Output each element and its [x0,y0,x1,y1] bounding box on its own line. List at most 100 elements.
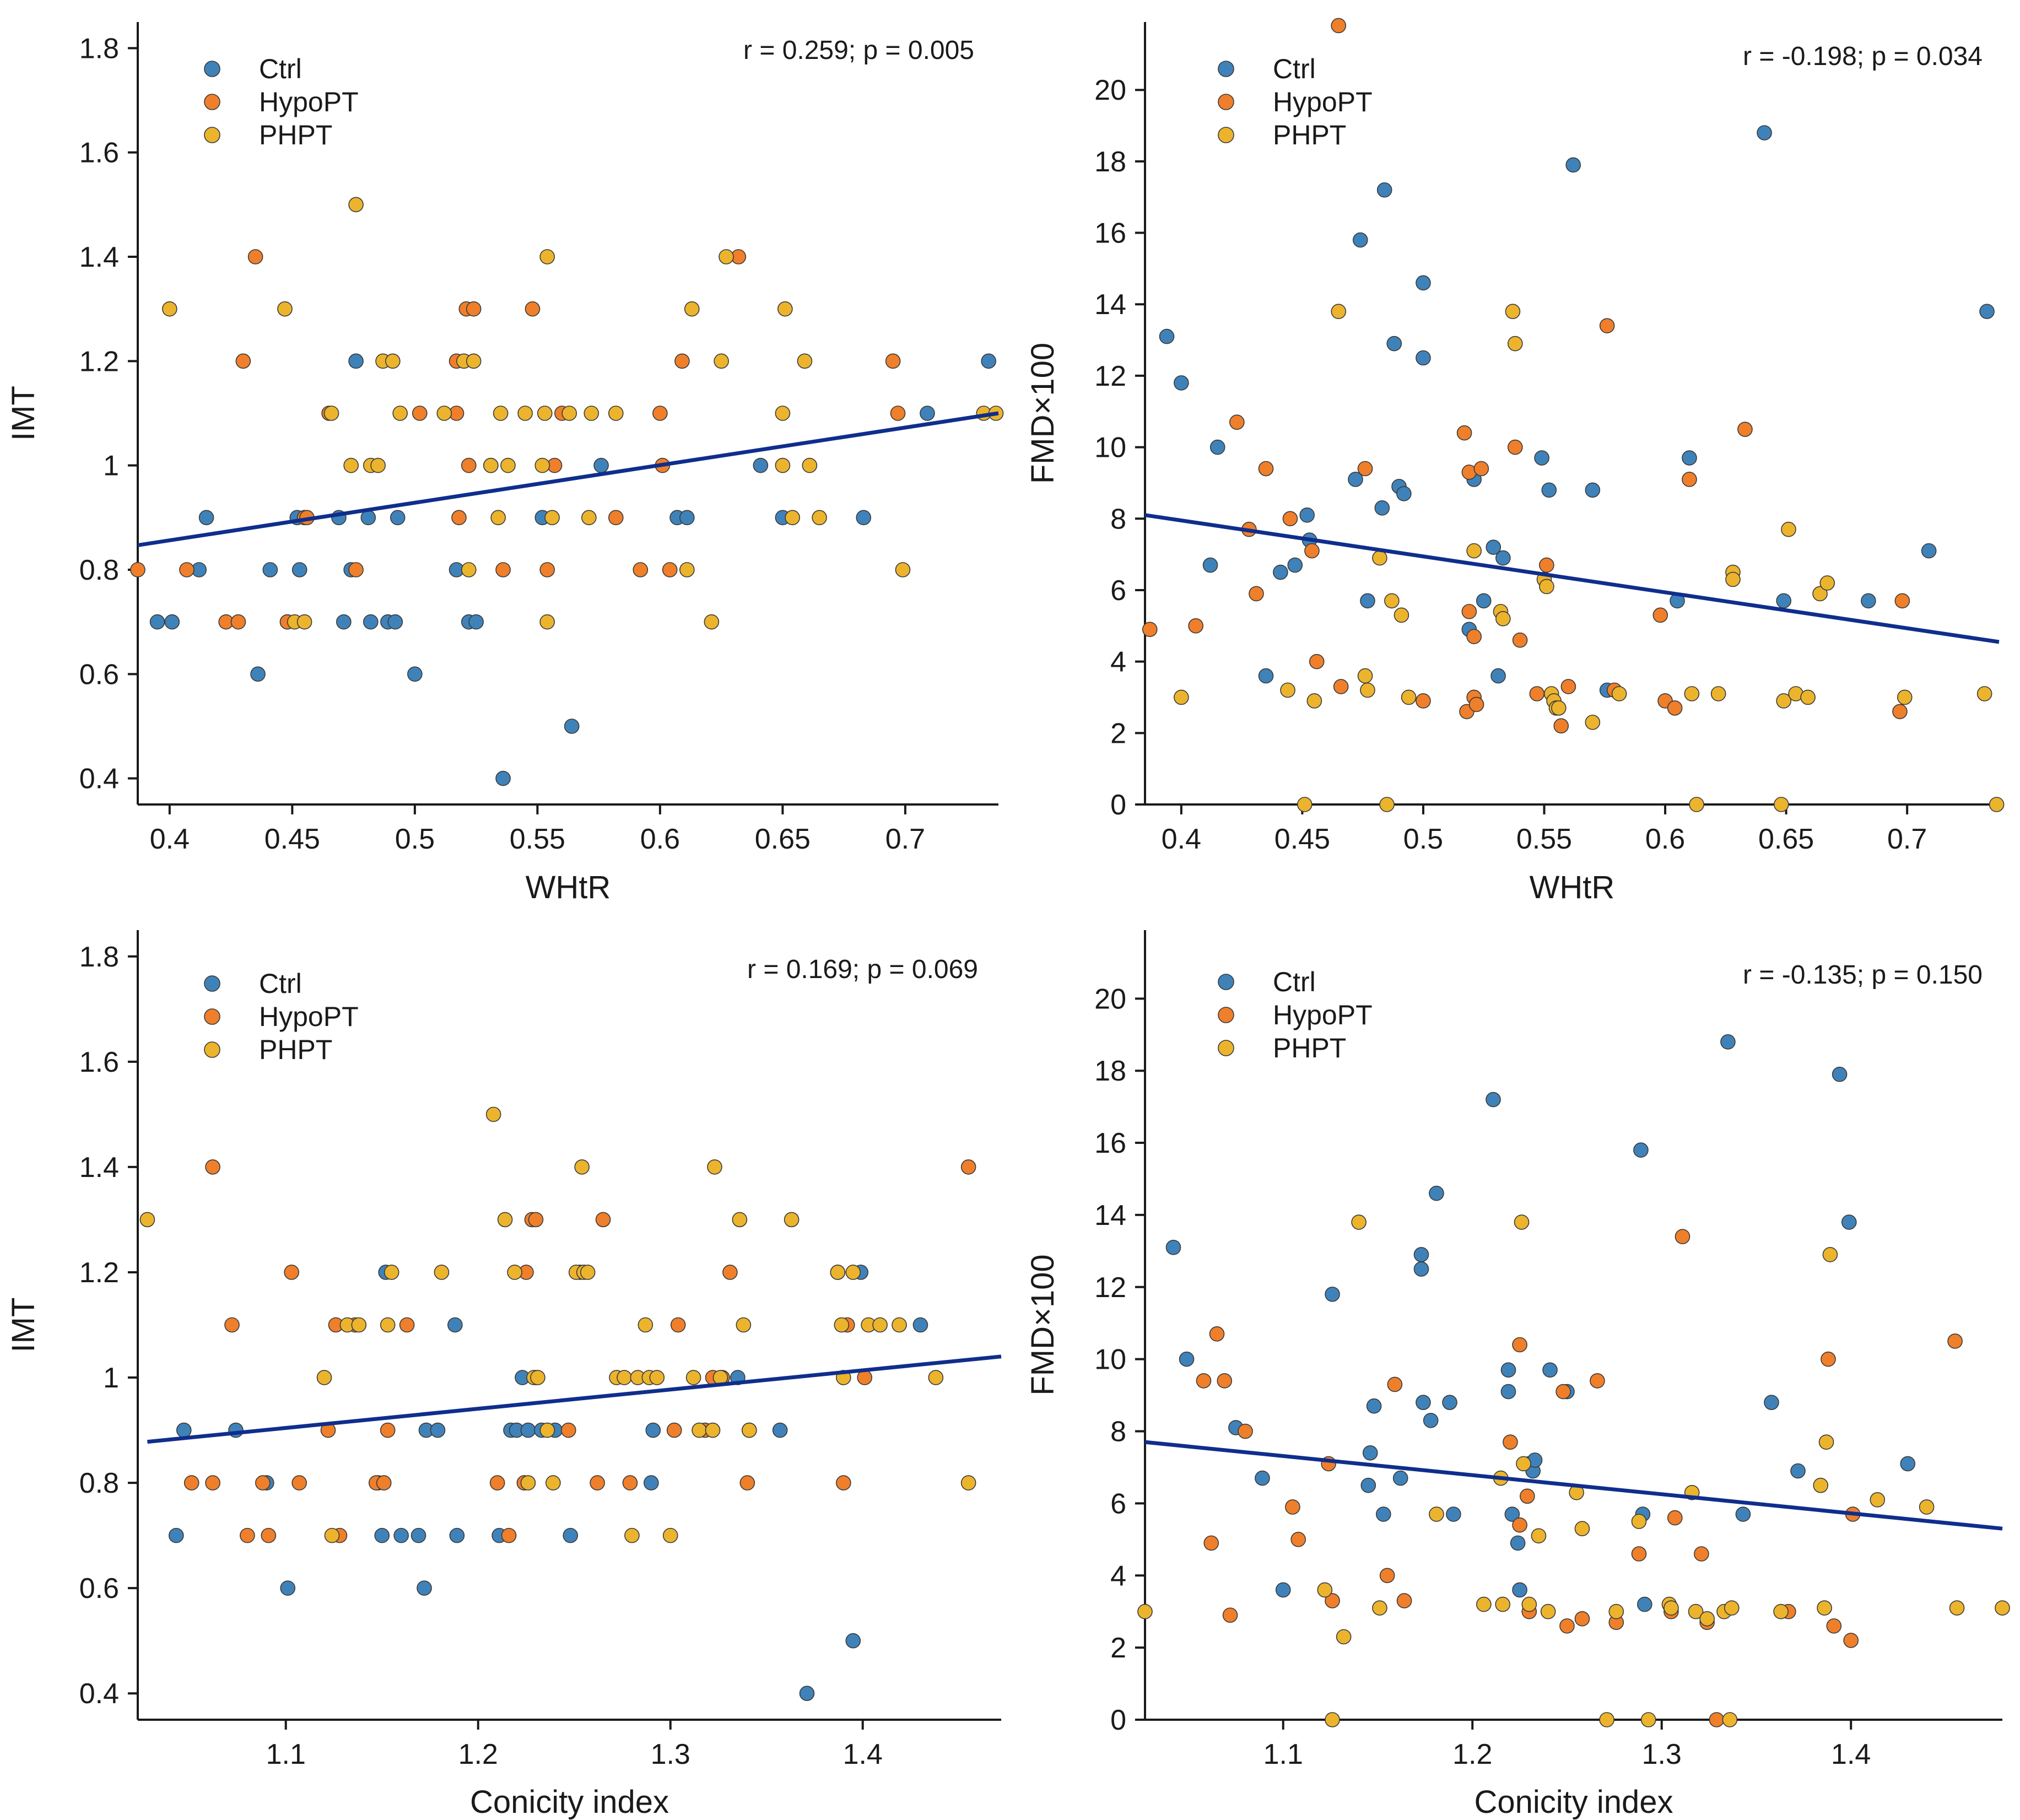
data-point-ctrl [563,1527,579,1543]
x-tick-label: 0.55 [1516,823,1572,855]
data-point-hypopt [255,1475,271,1490]
data-point-hypopt [1473,461,1489,477]
data-point-phpt [539,1422,555,1438]
data-point-ctrl [291,562,307,577]
data-point-ctrl [1275,1582,1291,1598]
data-point-ctrl [772,1422,788,1438]
data-point-phpt [530,1370,545,1385]
data-point-ctrl [564,719,580,734]
y-tick-label: 8 [1110,1416,1126,1448]
data-point-phpt [1574,1521,1590,1537]
x-tick-label: 0.5 [1403,823,1443,855]
data-point-phpt [1317,1582,1333,1598]
data-point-phpt [1401,689,1417,705]
data-point-hypopt [1512,1517,1527,1533]
data-point-ctrl [430,1422,446,1438]
data-point-ctrl [1776,593,1792,609]
data-point-hypopt [633,562,649,577]
x-tick-label: 1.2 [458,1738,498,1770]
data-point-ctrl [1790,1463,1806,1479]
data-point-phpt [323,406,339,421]
data-point-ctrl [1273,564,1288,580]
data-point-hypopt [1209,1326,1225,1342]
data-point-hypopt [1249,586,1264,602]
data-point-phpt [1336,1629,1352,1645]
data-point-phpt [714,353,729,369]
data-point-ctrl [753,457,769,473]
x-axis-title: WHtR [526,870,611,905]
series-phpt [1137,1214,2010,1727]
correlation-annotation: r = -0.135; p = 0.150 [1743,960,1983,990]
data-point-ctrl [1360,593,1375,609]
data-point-phpt [500,457,516,473]
data-point-phpt [802,457,818,473]
legend-label-hypopt: HypoPT [1273,87,1373,117]
data-point-hypopt [1694,1546,1709,1562]
data-point-hypopt [1188,618,1204,634]
y-tick-label: 14 [1094,1200,1126,1232]
data-point-ctrl [176,1422,192,1438]
data-point-phpt [1372,550,1387,566]
correlation-annotation: r = -0.198; p = 0.034 [1743,42,1983,71]
data-point-phpt [892,1317,907,1333]
data-point-ctrl [1565,157,1581,173]
series-hypopt [183,1159,976,1543]
data-point-hypopt [1737,422,1753,437]
data-point-hypopt [1416,693,1431,709]
data-point-phpt [539,614,555,630]
data-point-ctrl [1682,450,1697,466]
data-point-hypopt [495,562,511,577]
data-point-phpt [1817,1600,1832,1616]
legend-marker-hypopt [204,1008,220,1025]
data-point-hypopt [595,1212,611,1228]
legend-label-ctrl: Ctrl [1273,53,1316,84]
data-point-hypopt [1396,1593,1412,1608]
x-tick-label: 1.3 [1642,1738,1682,1770]
data-point-hypopt [1456,425,1472,441]
data-point-phpt [1724,1600,1740,1616]
data-point-ctrl [1512,1582,1527,1598]
data-point-phpt [742,1422,757,1438]
data-point-phpt [1773,1603,1789,1619]
data-point-hypopt [348,562,364,577]
y-tick-label: 18 [1094,146,1126,178]
data-point-ctrl [593,457,609,473]
y-tick-label: 16 [1094,1127,1126,1159]
data-point-phpt [928,1370,944,1385]
data-point-hypopt [1468,696,1484,712]
data-point-ctrl [374,1527,390,1543]
data-point-hypopt [1709,1712,1725,1727]
data-point-phpt [384,1265,399,1280]
y-tick-label: 16 [1094,218,1126,250]
data-point-ctrl [1376,182,1392,198]
data-point-phpt [351,1317,367,1333]
data-point-hypopt [1682,472,1697,487]
y-tick-label: 0.4 [79,1678,119,1710]
data-point-hypopt [1503,1434,1518,1450]
data-point-ctrl [1534,450,1549,466]
data-point-phpt [561,406,577,421]
data-point-ctrl [1348,472,1363,487]
data-point-hypopt [235,353,251,369]
x-tick-label: 0.65 [755,823,811,855]
y-tick-label: 18 [1094,1055,1126,1087]
data-point-phpt [679,562,695,577]
data-point-hypopt [1203,1535,1219,1551]
data-point-hypopt [451,510,467,526]
data-point-hypopt [1325,1593,1340,1608]
x-tick-label: 0.45 [264,823,320,855]
data-point-phpt [385,353,401,369]
data-point-ctrl [1490,668,1506,684]
data-point-hypopt [1512,632,1528,648]
data-point-ctrl [1900,1456,1916,1472]
x-tick-label: 1.4 [1831,1738,1871,1770]
data-point-phpt [370,457,386,473]
data-point-phpt [685,1370,701,1385]
data-point-phpt [1360,682,1375,698]
x-tick-label: 1.3 [651,1738,690,1770]
data-point-phpt [1531,1528,1547,1544]
y-tick-label: 10 [1094,1344,1126,1376]
legend-label-hypopt: HypoPT [259,87,359,117]
data-point-ctrl [1416,350,1431,366]
legend-label-phpt: PHPT [259,1034,332,1065]
